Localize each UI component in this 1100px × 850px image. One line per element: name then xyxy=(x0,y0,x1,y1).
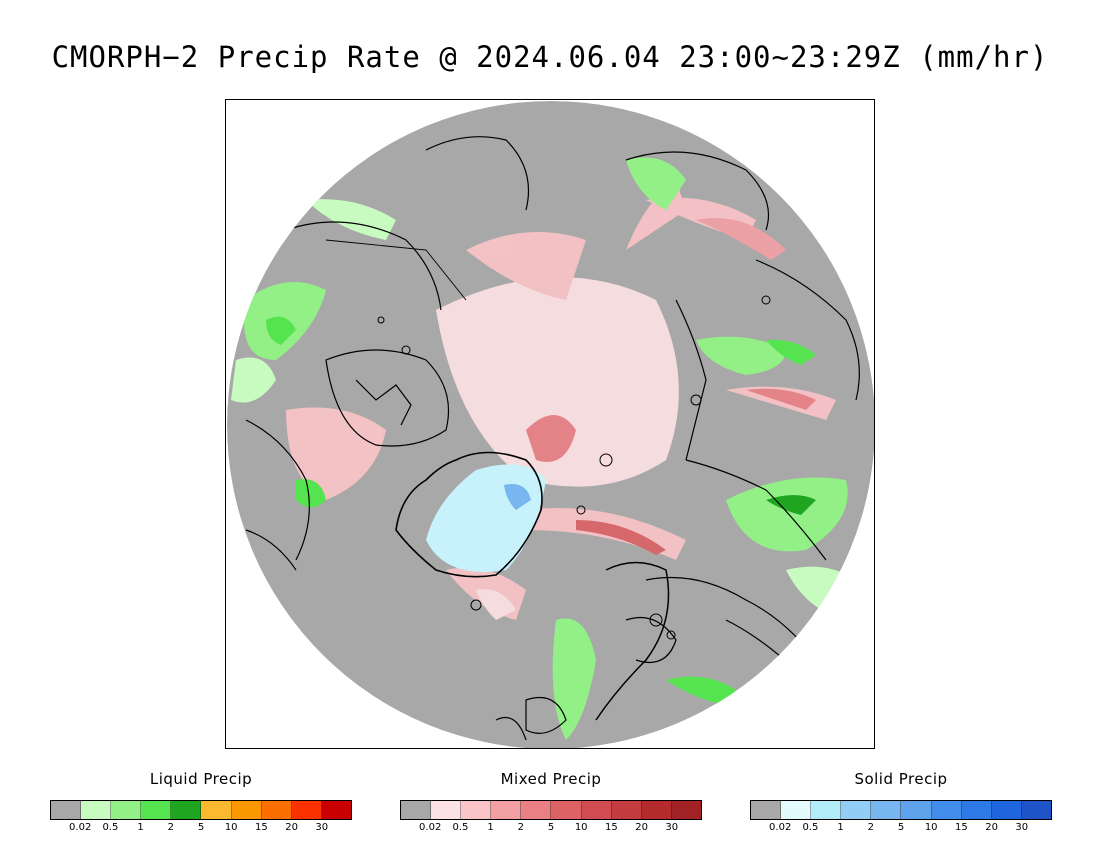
legend-tick-label: 2 xyxy=(867,822,874,833)
legend-swatch xyxy=(611,801,642,819)
liquid-precip-areas xyxy=(231,157,856,740)
legend-tick-label: 30 xyxy=(315,822,329,833)
scandinavia-coastline xyxy=(595,561,670,721)
legend-tick-label: 0.5 xyxy=(452,822,469,833)
legend-swatch xyxy=(261,801,292,819)
solid-precip-areas xyxy=(426,464,546,572)
precip-map xyxy=(225,99,875,749)
polar-map-svg xyxy=(227,101,874,748)
legend-swatch xyxy=(431,801,462,819)
legend-swatch xyxy=(991,801,1022,819)
legend-tick-label: 20 xyxy=(985,822,998,833)
legend-tick-label: 15 xyxy=(605,822,618,833)
legend-tick-label: 0.5 xyxy=(802,822,819,833)
legend-swatch xyxy=(81,801,112,819)
legend-solid: Solid Precip 0.02 0.5 1 2 5 10 15 20 30 xyxy=(750,770,1052,836)
legend-swatch xyxy=(961,801,992,819)
legend-swatch xyxy=(201,801,232,819)
legend-title: Solid Precip xyxy=(854,770,948,788)
legend-swatch xyxy=(641,801,672,819)
legend-tick-label: 10 xyxy=(574,822,588,833)
legend-swatch xyxy=(231,801,262,819)
legend-swatch xyxy=(321,801,351,819)
legend-tick-label: 5 xyxy=(897,822,905,833)
legend-tick-label: 15 xyxy=(255,822,268,833)
legend-tick-label: 30 xyxy=(1015,822,1029,833)
legend-tick-label: 10 xyxy=(224,822,238,833)
legend-tick-label: 0.5 xyxy=(102,822,119,833)
page-title: CMORPH−2 Precip Rate @ 2024.06.04 23:00~… xyxy=(51,40,1049,74)
legend-swatch xyxy=(901,801,932,819)
legend-tick-label: 0.02 xyxy=(419,822,442,833)
legend-color-bar xyxy=(50,800,352,820)
legend-swatch xyxy=(491,801,522,819)
legend-tick-label: 20 xyxy=(635,822,648,833)
legend-swatch xyxy=(751,801,782,819)
legend-swatch xyxy=(1021,801,1051,819)
legend-ticks: 0.02 0.5 1 2 5 10 15 20 30 xyxy=(400,822,702,836)
legend-swatch xyxy=(811,801,842,819)
legend-swatch xyxy=(871,801,902,819)
legend-tick-label: 10 xyxy=(924,822,938,833)
legend-swatch xyxy=(291,801,322,819)
legend-tick-label: 1 xyxy=(137,822,144,833)
legend-swatch xyxy=(141,801,172,819)
legend-ticks: 0.02 0.5 1 2 5 10 15 20 30 xyxy=(50,822,352,836)
legend-swatch xyxy=(171,801,202,819)
legend-tick-label: 15 xyxy=(955,822,968,833)
legend-liquid: Liquid Precip 0.02 0.5 1 2 5 10 15 20 30 xyxy=(50,770,352,836)
greenland-coastline xyxy=(395,451,543,578)
legend-tick-label: 5 xyxy=(547,822,555,833)
legend-tick-label: 2 xyxy=(517,822,524,833)
legend-swatch xyxy=(931,801,962,819)
legend-title: Mixed Precip xyxy=(500,770,602,788)
legend-tick-label: 0.02 xyxy=(69,822,92,833)
legend-swatch xyxy=(521,801,552,819)
legend-color-bar xyxy=(750,800,1052,820)
legend-tick-label: 20 xyxy=(285,822,298,833)
legend-swatch xyxy=(671,801,701,819)
legend-swatch xyxy=(551,801,582,819)
legend-color-bar xyxy=(400,800,702,820)
legend-tick-label: 1 xyxy=(837,822,844,833)
legend-tick-label: 0.02 xyxy=(769,822,792,833)
legend-tick-label: 1 xyxy=(487,822,494,833)
legend-mixed: Mixed Precip 0.02 0.5 1 2 5 10 15 20 30 xyxy=(400,770,702,836)
legend-title: Liquid Precip xyxy=(149,770,253,788)
mixed-precip-areas xyxy=(286,180,836,620)
legend-tick-label: 5 xyxy=(197,822,205,833)
legend-swatch xyxy=(111,801,142,819)
legend-swatch xyxy=(581,801,612,819)
canadian-archipelago-coastline xyxy=(325,349,450,447)
legend-tick-label: 30 xyxy=(665,822,679,833)
legend-swatch xyxy=(461,801,492,819)
islands xyxy=(377,295,771,640)
legend-ticks: 0.02 0.5 1 2 5 10 15 20 30 xyxy=(750,822,1052,836)
legend-swatch xyxy=(781,801,812,819)
legend-swatch xyxy=(51,801,82,819)
legend-swatch xyxy=(401,801,432,819)
legend-tick-label: 2 xyxy=(167,822,174,833)
legend-swatch xyxy=(841,801,872,819)
coastlines xyxy=(245,136,860,748)
